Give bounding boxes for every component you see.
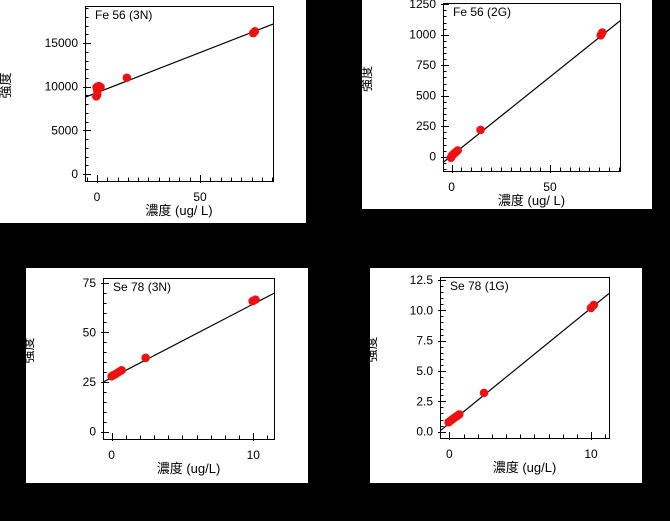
y-tick-label: 7.5	[416, 334, 433, 348]
y-tick-label: 10000	[45, 80, 79, 94]
data-point	[250, 27, 260, 36]
chart-title: Se 78 (3N)	[113, 280, 171, 294]
x-tick-label: 50	[543, 180, 557, 194]
fit-line	[103, 292, 274, 383]
y-tick-label: 750	[416, 58, 436, 72]
data-point	[479, 388, 489, 398]
x-tick-label: 0	[448, 180, 455, 194]
y-tick-label: 0	[71, 167, 78, 181]
y-tick-label: 15000	[45, 36, 79, 50]
plot-frame	[440, 277, 610, 439]
y-tick-label: 2.5	[416, 394, 433, 408]
chart-panel-fe56-2g: 0 50 0 250 500 750 1000 1250 Fe 56 (2G) 濃度 (ug/ L…	[362, 0, 652, 209]
y-tick-label: 50	[83, 325, 97, 339]
chart-title: Fe 56 (3N)	[95, 8, 152, 22]
chart-title: Fe 56 (2G)	[453, 5, 511, 19]
y-tick-label: 0	[89, 425, 96, 439]
chart-title: Se 78 (1G)	[450, 279, 509, 293]
data-point	[96, 82, 105, 92]
x-tick-label: 50	[193, 190, 207, 204]
chart-se78-1g: 0 10 0.0 2.5 5.0 7.5 10.0 12.5 Se 78 (1G) 濃度 (ug/…	[370, 273, 610, 475]
y-tick-label: 5000	[51, 123, 78, 137]
y-axis-label: 強度	[370, 336, 379, 362]
data-point	[141, 353, 150, 363]
data-point	[453, 146, 463, 155]
x-axis-label: 濃度 (ug/L)	[493, 460, 557, 475]
x-tick-label: 10	[584, 447, 598, 461]
y-tick-label: 1000	[409, 28, 436, 42]
x-axis-label: 濃度 (ug/ L)	[145, 203, 212, 218]
x-tick-label: 0	[94, 190, 101, 204]
plot-frame	[103, 278, 275, 440]
chart-se78-3n: 0 10 0 25 50 75 Se 78 (3N) 濃度 (ug/L) 強度	[26, 276, 275, 476]
data-point	[251, 295, 260, 304]
data-point	[476, 125, 485, 135]
y-tick-label: 12.5	[410, 273, 434, 287]
y-tick-label: 75	[83, 276, 97, 290]
chart-panel-se78-1g: 0 10 0.0 2.5 5.0 7.5 10.0 12.5 Se 78 (1G) 濃度 (ug/…	[370, 268, 642, 483]
y-tick-label: 10.0	[410, 303, 434, 317]
y-tick-label: 1250	[409, 0, 436, 11]
y-axis-label: 強度	[0, 72, 13, 98]
y-tick-label: 500	[416, 89, 436, 103]
data-point	[454, 410, 464, 419]
fit-line	[85, 23, 273, 98]
x-tick-label: 10	[247, 448, 261, 462]
chart-panel-fe56-3n: 0 50 0 5000 10000 15000 Fe 56 (3N) 濃度 (ug/ L) 強度	[0, 0, 306, 223]
y-tick-label: 250	[416, 119, 436, 133]
fit-line	[443, 20, 620, 163]
data-point	[589, 300, 599, 310]
data-point	[117, 366, 126, 375]
y-tick-label: 25	[83, 375, 97, 389]
y-axis-label: 強度	[26, 337, 36, 363]
y-axis-label: 強度	[362, 66, 374, 92]
x-tick-label: 0	[108, 448, 115, 462]
x-tick-label: 0	[446, 447, 453, 461]
y-tick-label: 0.0	[416, 425, 433, 439]
plot-frame	[443, 3, 621, 172]
x-axis-label: 濃度 (ug/L)	[157, 461, 221, 476]
data-point	[122, 73, 132, 83]
fit-line	[440, 292, 609, 432]
plot-frame	[85, 6, 274, 182]
y-tick-label: 5.0	[416, 364, 433, 378]
data-point	[598, 28, 607, 37]
chart-panel-se78-3n: 0 10 0 25 50 75 Se 78 (3N) 濃度 (ug/L) 強度	[26, 268, 308, 483]
chart-fe56-3n: 0 50 0 5000 10000 15000 Fe 56 (3N) 濃度 (ug/ L) 強度	[0, 6, 274, 218]
x-axis-label: 濃度 (ug/ L)	[498, 193, 565, 208]
y-tick-label: 0	[429, 150, 436, 164]
